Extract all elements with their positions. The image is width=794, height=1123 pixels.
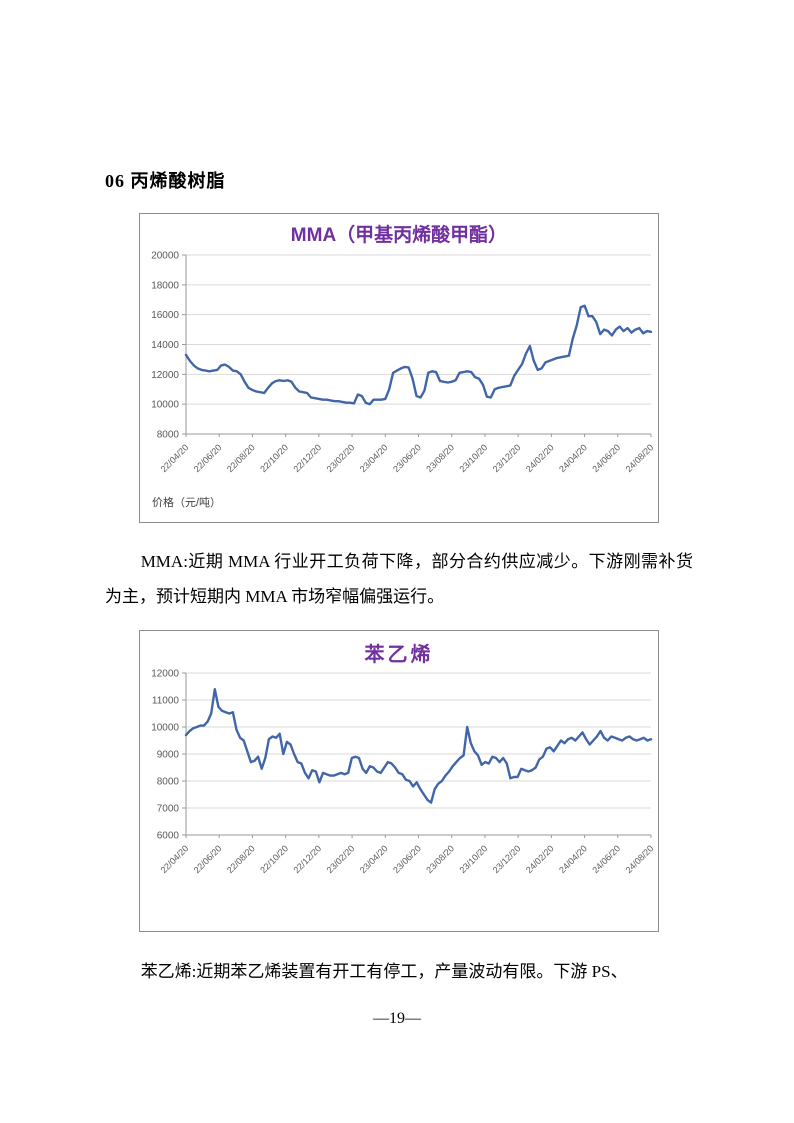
page-number: —19— (373, 1010, 421, 1027)
svg-text:18000: 18000 (151, 280, 179, 291)
svg-text:11000: 11000 (152, 696, 180, 707)
svg-text:23/06/20: 23/06/20 (391, 843, 423, 875)
svg-text:22/06/20: 22/06/20 (192, 843, 224, 875)
svg-text:14000: 14000 (151, 340, 179, 351)
svg-text:24/02/20: 24/02/20 (524, 843, 556, 875)
svg-text:22/04/20: 22/04/20 (159, 442, 191, 474)
svg-text:12000: 12000 (151, 669, 179, 680)
svg-text:23/02/20: 23/02/20 (325, 442, 357, 474)
svg-text:22/08/20: 22/08/20 (225, 843, 257, 875)
svg-text:23/08/20: 23/08/20 (424, 843, 456, 875)
svg-text:10000: 10000 (151, 400, 179, 411)
svg-text:24/04/20: 24/04/20 (557, 442, 589, 474)
svg-text:20000: 20000 (151, 251, 179, 262)
svg-text:24/06/20: 24/06/20 (590, 442, 622, 474)
mma-price-unit-label: 价格（元/吨） (152, 497, 222, 509)
svg-text:22/08/20: 22/08/20 (225, 442, 257, 474)
svg-text:6000: 6000 (157, 831, 180, 842)
styrene-chart-title: 苯乙烯 (364, 644, 434, 666)
svg-text:22/04/20: 22/04/20 (159, 843, 191, 875)
svg-text:23/04/20: 23/04/20 (358, 442, 390, 474)
mma-chart: 8000 10000 12000 14000 16000 18000 20000 22/04/… (151, 251, 656, 475)
section-heading: 06 丙烯酸树脂 (105, 171, 226, 191)
svg-text:23/12/20: 23/12/20 (491, 442, 523, 474)
mma-commentary-paragraph: MMA:近期 MMA 行业开工负荷下降，部分合约供应减少。下游刚需补货为主，预计… (105, 552, 693, 606)
styrene-chart-panel: 苯乙烯 6000 7000 8000 9000 10000 11000 12000 22/04… (139, 630, 659, 932)
svg-text:22/12/20: 22/12/20 (291, 442, 323, 474)
svg-text:22/10/20: 22/10/20 (258, 843, 290, 875)
svg-text:24/02/20: 24/02/20 (524, 442, 556, 474)
svg-text:7000: 7000 (157, 804, 180, 815)
svg-text:24/08/20: 24/08/20 (624, 442, 656, 474)
svg-text:16000: 16000 (151, 310, 179, 321)
svg-text:23/04/20: 23/04/20 (358, 843, 390, 875)
svg-text:23/06/20: 23/06/20 (391, 442, 423, 474)
svg-text:23/12/20: 23/12/20 (491, 843, 523, 875)
svg-text:23/10/20: 23/10/20 (457, 442, 489, 474)
svg-text:10000: 10000 (151, 723, 179, 734)
svg-text:8000: 8000 (157, 430, 180, 441)
svg-text:24/06/20: 24/06/20 (590, 843, 622, 875)
svg-text:24/08/20: 24/08/20 (624, 843, 656, 875)
svg-text:23/08/20: 23/08/20 (424, 442, 456, 474)
svg-text:22/12/20: 22/12/20 (291, 843, 323, 875)
svg-text:8000: 8000 (157, 777, 180, 788)
svg-text:23/10/20: 23/10/20 (457, 843, 489, 875)
mma-chart-panel: MMA（甲基丙烯酸甲酯） 8000 10000 12000 14000 16000 180… (139, 213, 659, 523)
svg-text:12000: 12000 (151, 370, 179, 381)
svg-text:24/04/20: 24/04/20 (557, 843, 589, 875)
svg-text:22/10/20: 22/10/20 (258, 442, 290, 474)
svg-text:22/06/20: 22/06/20 (192, 442, 224, 474)
svg-text:23/02/20: 23/02/20 (325, 843, 357, 875)
mma-chart-title: MMA（甲基丙烯酸甲酯） (290, 225, 508, 246)
styrene-commentary-paragraph: 苯乙烯:近期苯乙烯装置有开工有停工，产量波动有限。下游 PS、 (140, 962, 628, 981)
svg-text:9000: 9000 (157, 750, 180, 761)
